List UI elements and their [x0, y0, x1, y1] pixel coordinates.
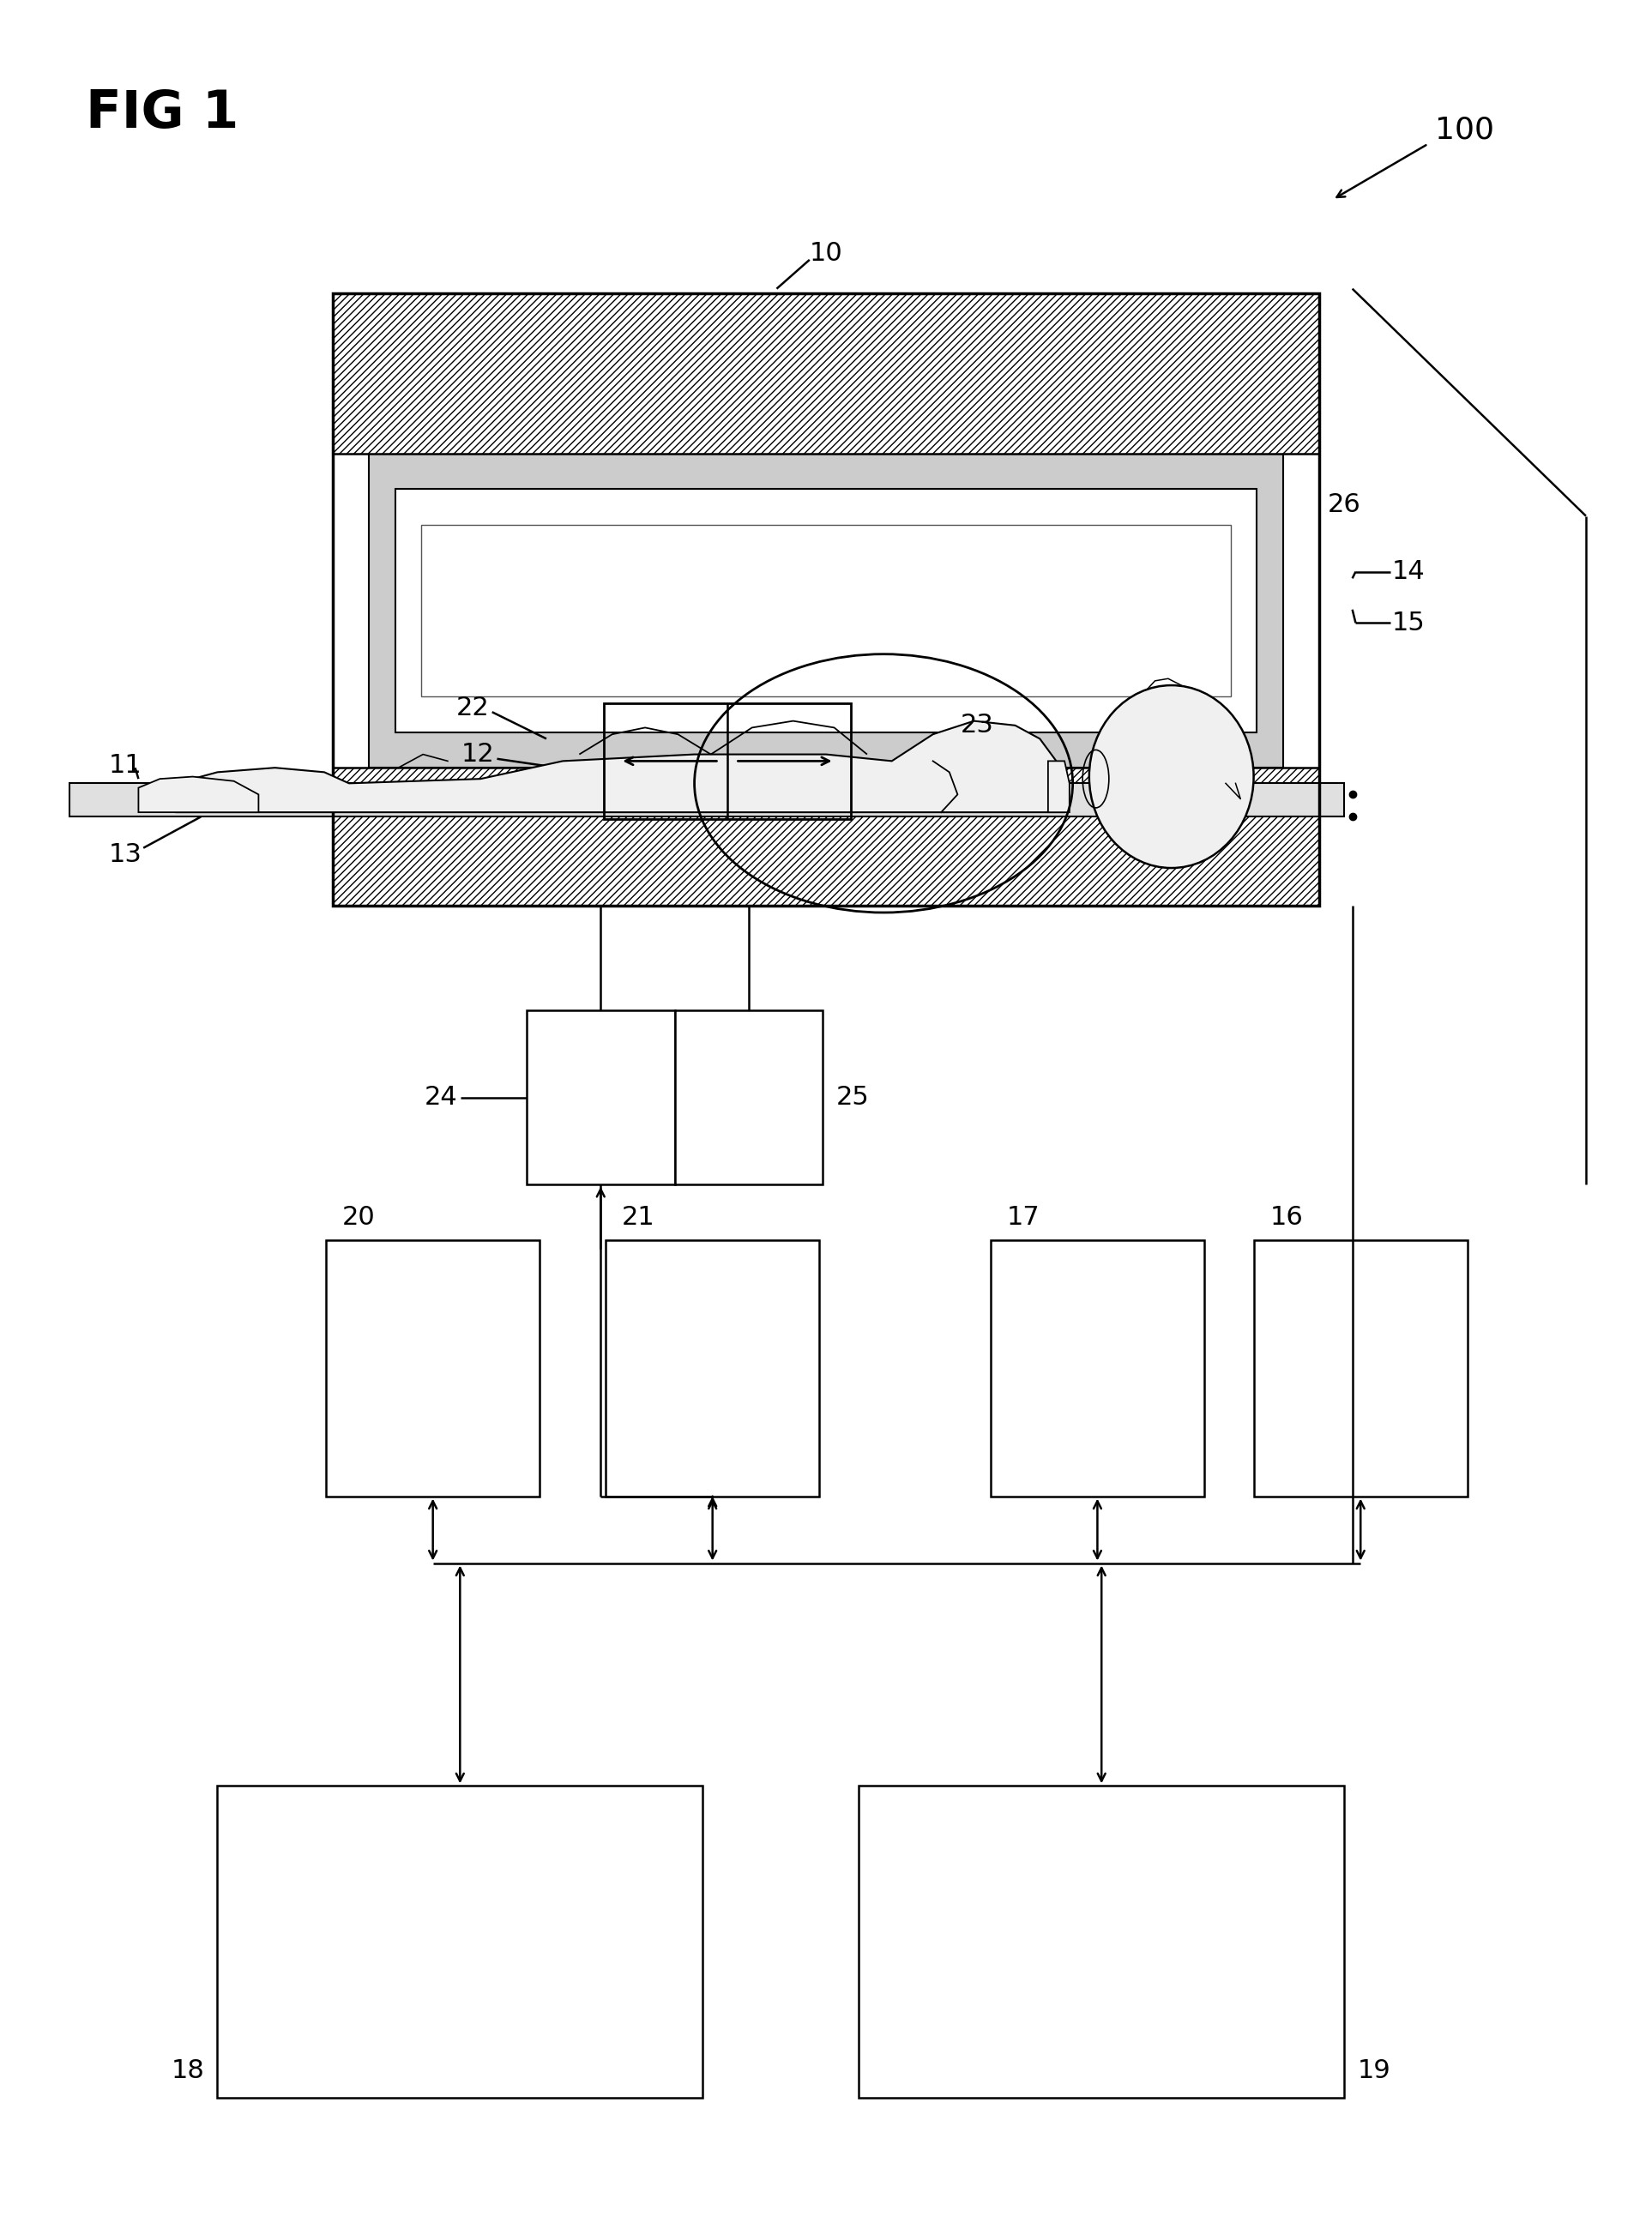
- Text: 17: 17: [1008, 1205, 1041, 1229]
- Bar: [332, 769, 1320, 905]
- Bar: [991, 1240, 1204, 1495]
- Bar: [1254, 1240, 1467, 1495]
- Polygon shape: [139, 776, 258, 811]
- Bar: [674, 1010, 823, 1185]
- Text: 21: 21: [623, 1205, 656, 1229]
- Bar: [395, 489, 1257, 733]
- Bar: [606, 1240, 819, 1495]
- Bar: [218, 1786, 702, 2099]
- Text: 20: 20: [342, 1205, 375, 1229]
- Text: 23: 23: [961, 713, 995, 738]
- Text: 100: 100: [1434, 114, 1493, 143]
- Bar: [325, 1240, 540, 1495]
- Bar: [332, 293, 1320, 905]
- Text: 13: 13: [109, 843, 142, 867]
- Text: 11: 11: [109, 753, 142, 778]
- Text: 19: 19: [1358, 2058, 1391, 2083]
- Text: 10: 10: [809, 241, 843, 266]
- Text: 18: 18: [170, 2058, 205, 2083]
- Bar: [368, 454, 1284, 769]
- Text: 24: 24: [425, 1084, 458, 1111]
- Ellipse shape: [1089, 686, 1254, 867]
- Polygon shape: [177, 722, 1064, 811]
- Bar: [605, 704, 851, 818]
- Text: 16: 16: [1270, 1205, 1303, 1229]
- Text: 14: 14: [1393, 559, 1426, 583]
- Bar: [332, 293, 1320, 454]
- Text: 15: 15: [1393, 610, 1426, 635]
- Polygon shape: [1047, 762, 1069, 811]
- Bar: [421, 525, 1231, 697]
- Text: 12: 12: [461, 742, 494, 767]
- Bar: [69, 782, 1345, 816]
- Text: 22: 22: [456, 695, 489, 720]
- Bar: [859, 1786, 1345, 2099]
- Bar: [527, 1010, 674, 1185]
- Text: 25: 25: [836, 1084, 869, 1111]
- Text: 26: 26: [1328, 492, 1361, 516]
- Text: FIG 1: FIG 1: [86, 87, 240, 139]
